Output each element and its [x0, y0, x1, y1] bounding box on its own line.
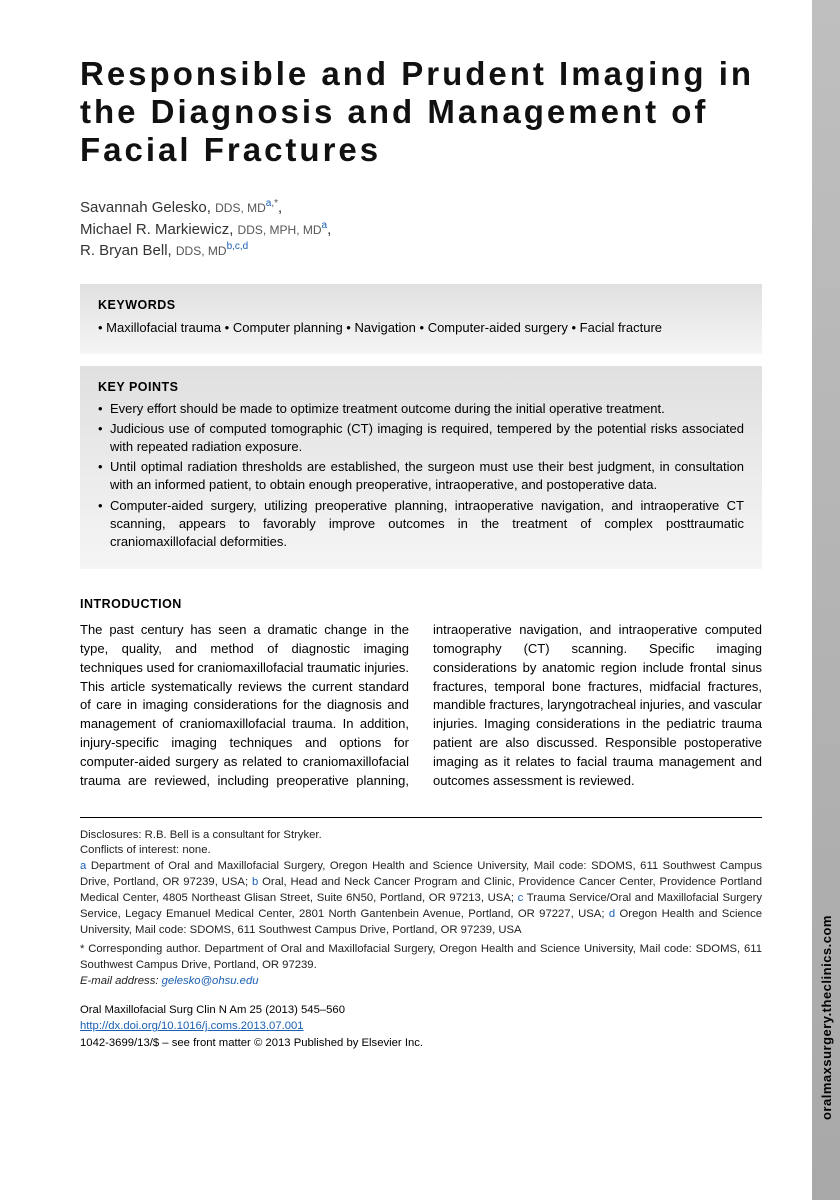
- introduction-section: INTRODUCTION The past century has seen a…: [80, 597, 762, 791]
- author-name: Savannah Gelesko: [80, 199, 207, 216]
- author-line: Michael R. Markiewicz, DDS, MPH, MDa,: [80, 219, 762, 241]
- keyword: Maxillofacial trauma: [106, 320, 221, 335]
- email-label: E-mail address:: [80, 975, 158, 987]
- affiliation-sup: d: [609, 908, 615, 920]
- author-line: Savannah Gelesko, DDS, MDa,*,: [80, 197, 762, 219]
- author-affiliation-sup: b,c,d: [227, 241, 249, 252]
- authors-block: Savannah Gelesko, DDS, MDa,*, Michael R.…: [80, 197, 762, 262]
- author-degrees: DDS, MPH, MD: [238, 223, 322, 237]
- article-page: Responsible and Prudent Imaging in the D…: [0, 0, 812, 1081]
- author-degrees: DDS, MD: [215, 201, 266, 215]
- affiliation-sup: b: [252, 876, 258, 888]
- article-title: Responsible and Prudent Imaging in the D…: [80, 55, 762, 169]
- author-name: Michael R. Markiewicz: [80, 221, 229, 238]
- copyright-line: 1042-3699/13/$ – see front matter © 2013…: [80, 1035, 762, 1051]
- key-points-box: KEY POINTS Every effort should be made t…: [80, 366, 762, 570]
- introduction-heading: INTRODUCTION: [80, 597, 762, 611]
- corresponding-star: ,*: [271, 198, 278, 209]
- key-points-heading: KEY POINTS: [98, 380, 744, 394]
- doi-link[interactable]: http://dx.doi.org/10.1016/j.coms.2013.07…: [80, 1020, 304, 1032]
- keyword: Computer planning: [233, 320, 343, 335]
- journal-side-tab: oralmaxsurgery.theclinics.com: [812, 0, 840, 1200]
- footer-block: Disclosures: R.B. Bell is a consultant f…: [80, 817, 762, 990]
- key-point-item: Computer-aided surgery, utilizing preope…: [98, 497, 744, 552]
- journal-citation: Oral Maxillofacial Surg Clin N Am 25 (20…: [80, 1002, 762, 1018]
- keywords-list: • Maxillofacial trauma • Computer planni…: [98, 318, 744, 338]
- affiliations-text: a Department of Oral and Maxillofacial S…: [80, 859, 762, 938]
- key-point-item: Until optimal radiation thresholds are e…: [98, 458, 744, 494]
- keyword: Facial fracture: [580, 320, 662, 335]
- author-line: R. Bryan Bell, DDS, MDb,c,d: [80, 240, 762, 262]
- keyword: Navigation: [354, 320, 415, 335]
- email-link[interactable]: gelesko@ohsu.edu: [162, 975, 259, 987]
- conflicts-line: Conflicts of interest: none.: [80, 843, 762, 859]
- disclosures-line: Disclosures: R.B. Bell is a consultant f…: [80, 828, 762, 844]
- keyword: Computer-aided surgery: [428, 320, 568, 335]
- key-points-list: Every effort should be made to optimize …: [98, 400, 744, 552]
- key-point-item: Every effort should be made to optimize …: [98, 400, 744, 418]
- affiliation-sup: c: [518, 892, 524, 904]
- introduction-columns: The past century has seen a dramatic cha…: [80, 621, 762, 791]
- keywords-box: KEYWORDS • Maxillofacial trauma • Comput…: [80, 284, 762, 354]
- email-line: E-mail address: gelesko@ohsu.edu: [80, 974, 762, 990]
- author-name: R. Bryan Bell: [80, 242, 168, 259]
- side-tab-text: oralmaxsurgery.theclinics.com: [819, 915, 834, 1120]
- key-point-item: Judicious use of computed tomographic (C…: [98, 420, 744, 456]
- author-affiliation-sup: a: [322, 220, 328, 231]
- author-degrees: DDS, MD: [176, 244, 227, 258]
- keywords-heading: KEYWORDS: [98, 298, 744, 312]
- affiliation-sup: a: [80, 860, 86, 872]
- journal-block: Oral Maxillofacial Surg Clin N Am 25 (20…: [80, 1002, 762, 1051]
- introduction-text: The past century has seen a dramatic cha…: [80, 621, 762, 791]
- corresponding-author: * Corresponding author. Department of Or…: [80, 942, 762, 974]
